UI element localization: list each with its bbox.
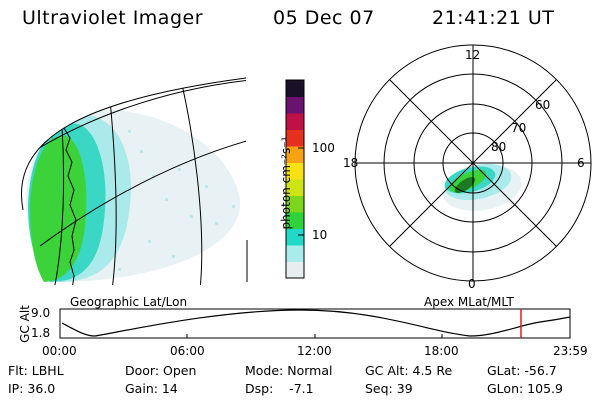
timeline-xtick-2359: 23:59 <box>553 344 588 358</box>
time-label: 21:41:21 UT <box>432 7 555 29</box>
polar-lat-60: 60 <box>535 98 551 112</box>
polar-lat-70: 70 <box>511 121 527 135</box>
timeline-xtick-0000: 00:00 <box>42 344 77 358</box>
colorbar-cell <box>286 113 304 130</box>
timeline-xtick-1800: 18:00 <box>424 344 459 358</box>
colorbar-cell <box>286 212 304 229</box>
polar-mlt-6: 6 <box>577 156 585 170</box>
geo-speckle <box>118 130 235 271</box>
polar-mlt-0: 0 <box>468 277 476 291</box>
info-filter: Flt: LBHL <box>8 363 64 378</box>
polar-mlt-12: 12 <box>465 48 481 62</box>
info-gc-alt: GC Alt: 4.5 Re <box>365 363 453 378</box>
altitude-curve <box>61 309 571 337</box>
info-door: Door: Open <box>125 363 197 378</box>
colorbar-cell <box>286 80 304 97</box>
polar-aurora <box>442 163 522 211</box>
polar-panel-label: Apex MLat/MLT <box>424 295 514 309</box>
timeline-ytick-high: 9.0 <box>31 306 51 320</box>
timeline-ytick-low: 1.8 <box>31 326 51 340</box>
colorbar-cells <box>286 80 304 279</box>
polar-grid <box>354 44 592 282</box>
polar-lat-80: 80 <box>491 140 507 154</box>
colorbar-cell <box>286 146 304 163</box>
info-gain: Gain: 14 <box>125 381 178 396</box>
colorbar-tick-100: 100 <box>312 141 335 155</box>
geo-panel-label: Geographic Lat/Lon <box>70 295 188 309</box>
info-seq: Seq: 39 <box>365 381 413 396</box>
colorbar-tick-10: 10 <box>312 228 328 242</box>
timeline-axis-label: GC Alt <box>18 305 32 343</box>
colorbar-cell <box>286 228 304 246</box>
colorbar-unit-label: photon cm⁻²s⁻¹ <box>279 136 293 230</box>
info-dsp: Dsp: -7.1 <box>245 381 314 396</box>
polar-mlt-18: 18 <box>343 156 359 170</box>
colorbar-cell <box>286 179 304 196</box>
instrument-title: Ultraviolet Imager <box>22 7 204 29</box>
colorbar-cell <box>286 162 304 180</box>
timeline-xtick-1200: 12:00 <box>297 344 332 358</box>
date-label: 05 Dec 07 <box>273 7 375 29</box>
geo-panel-border <box>21 77 247 211</box>
info-mode: Mode: Normal <box>245 363 333 378</box>
info-glat: GLat: -56.7 <box>487 363 557 378</box>
info-ip: IP: 36.0 <box>8 381 56 396</box>
colorbar-cell <box>286 245 304 262</box>
geo-parallels <box>21 79 246 247</box>
colorbar-cell <box>286 129 304 147</box>
polar-panel <box>354 44 592 282</box>
timeline-xtick-0600: 06:00 <box>170 344 205 358</box>
altitude-timeline <box>59 308 571 339</box>
geo-aurora-green <box>30 135 87 282</box>
colorbar-cell <box>286 195 304 213</box>
geo-map-panel <box>21 77 248 285</box>
colorbar-cell <box>286 261 304 279</box>
colorbar <box>285 79 305 279</box>
info-glon: GLon: 105.9 <box>487 381 563 396</box>
colorbar-cell <box>286 96 304 114</box>
